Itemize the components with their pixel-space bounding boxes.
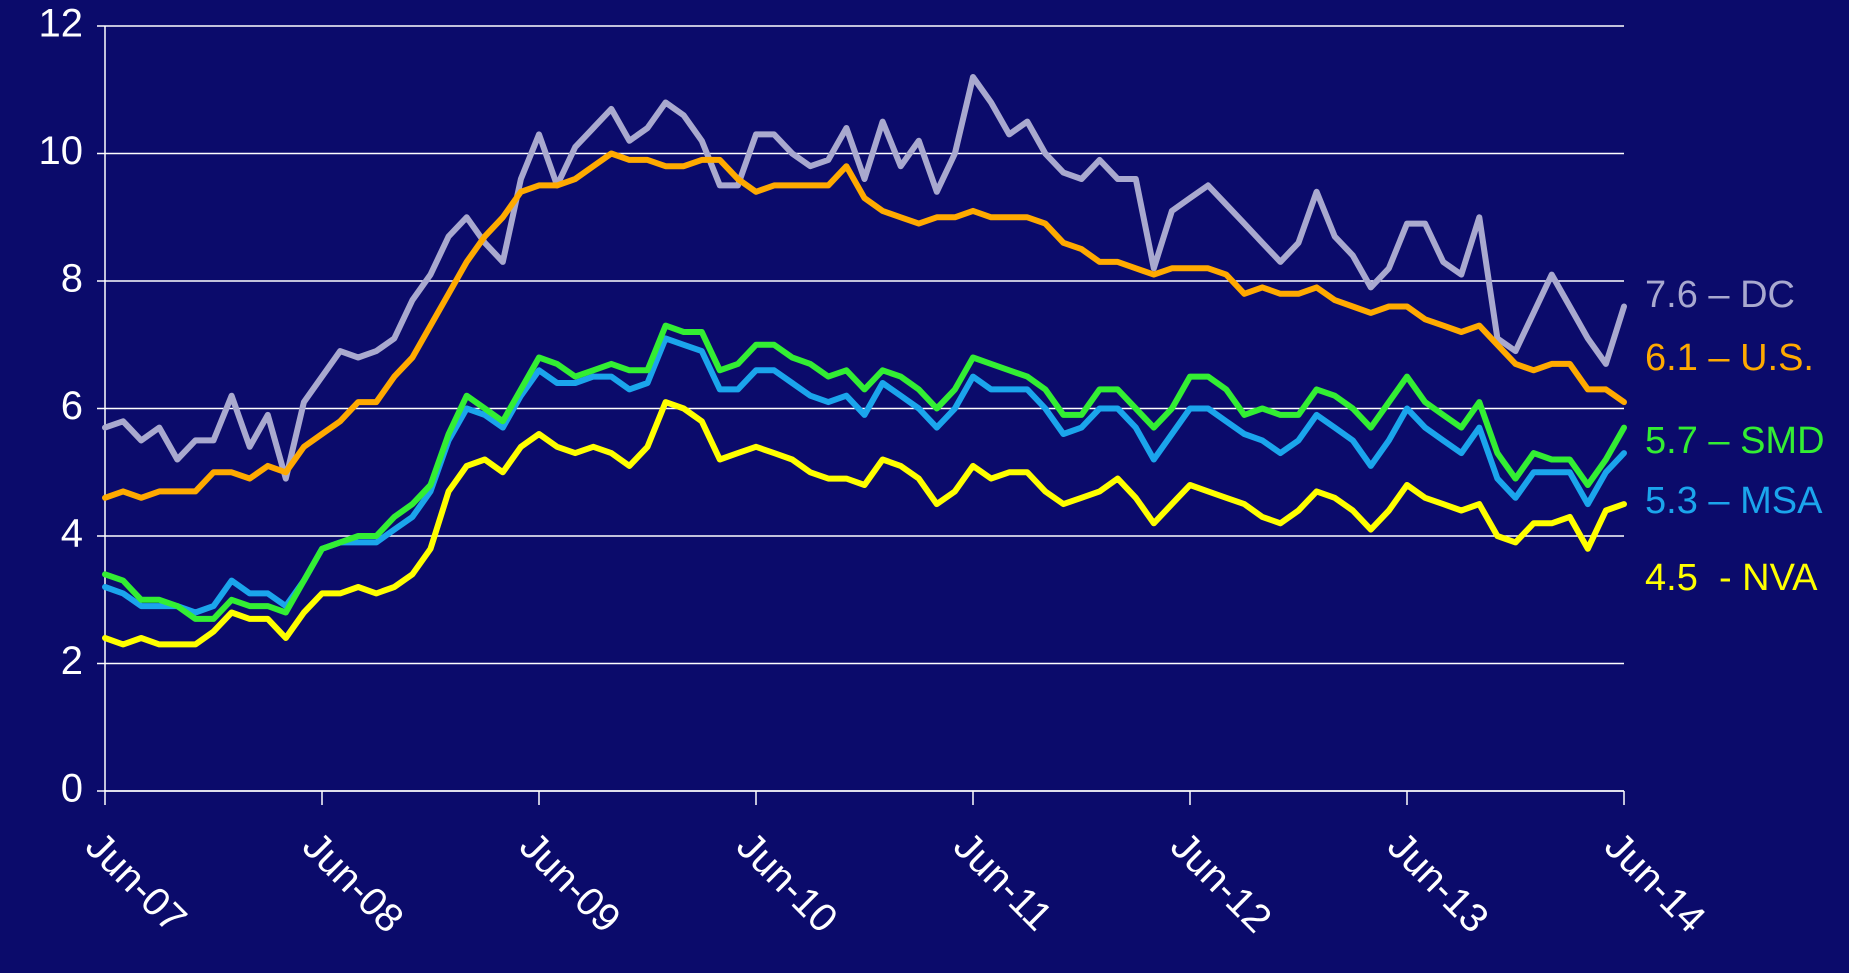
legend-label: 6.1 – U.S. [1645,337,1814,379]
y-tick-label: 12 [39,2,84,46]
legend-label: 5.7 – SMD [1645,420,1825,462]
legend-label: 7.6 – DC [1645,274,1795,316]
y-tick-label: 8 [61,257,83,301]
line-series [102,322,1627,622]
line-series [102,74,1627,482]
legend-label: 4.5 - NVA [1645,557,1818,599]
y-tick-label: 4 [61,512,83,556]
y-tick-label: 6 [61,384,83,428]
line-series [102,335,1627,616]
line-series [102,399,1627,648]
y-tick-label: 0 [61,767,83,811]
legend-label: 5.3 – MSA [1645,480,1823,522]
line-series [102,150,1627,501]
y-tick-label: 10 [39,129,84,173]
y-tick-label: 2 [61,639,83,683]
